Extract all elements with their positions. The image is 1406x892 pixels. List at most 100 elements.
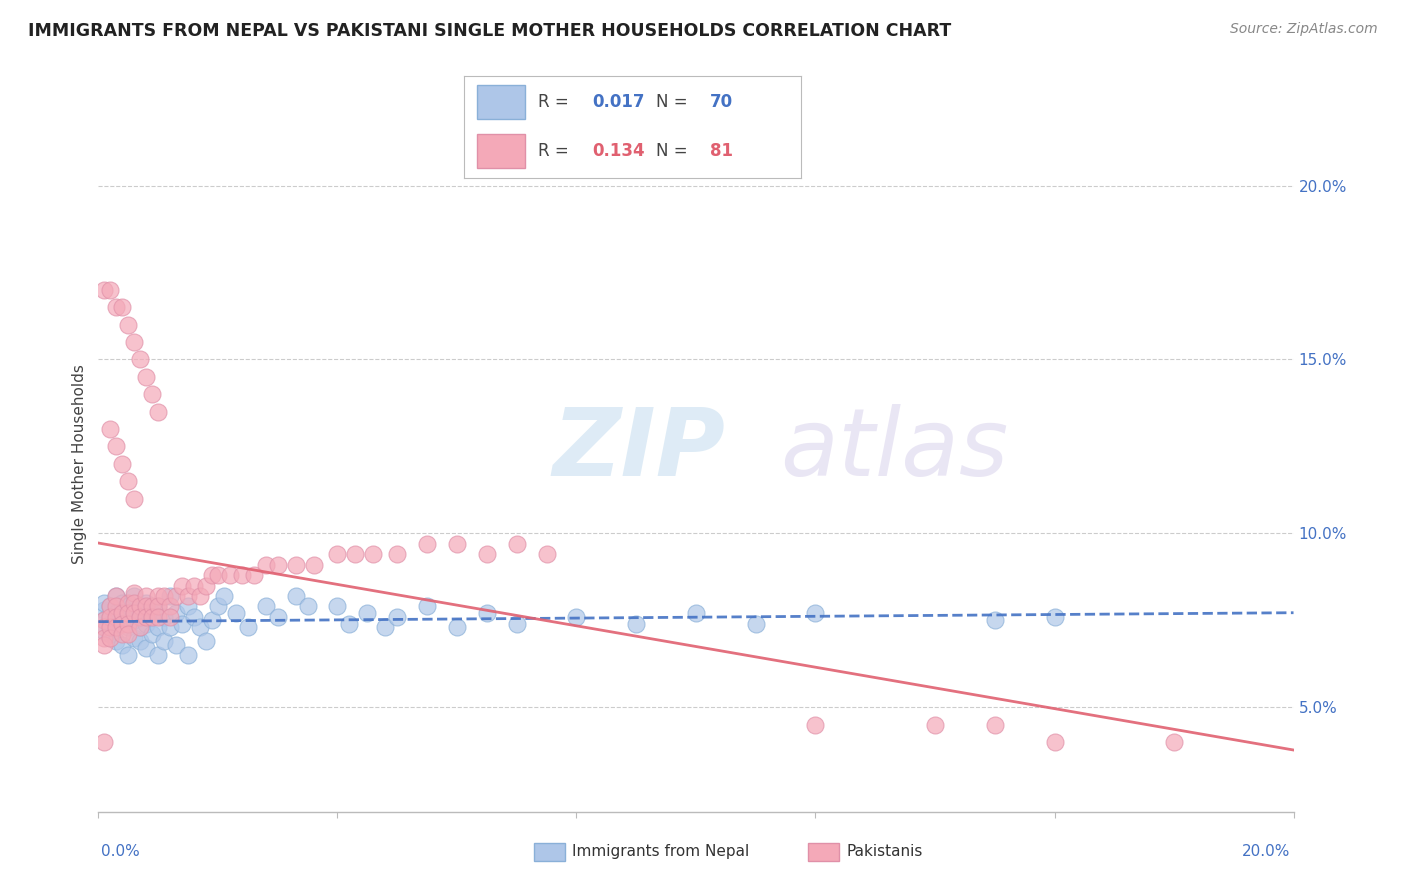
Text: R =: R = xyxy=(538,93,574,111)
Point xyxy=(983,614,1005,628)
Point xyxy=(201,614,224,628)
Point xyxy=(98,599,122,614)
Point xyxy=(135,616,157,631)
Point xyxy=(363,547,385,561)
Point xyxy=(129,610,152,624)
Text: 70: 70 xyxy=(710,93,734,111)
Point xyxy=(983,717,1005,731)
Point xyxy=(148,404,170,418)
Point xyxy=(117,607,139,621)
Point xyxy=(446,537,468,551)
Point xyxy=(117,475,139,489)
Point xyxy=(93,603,115,617)
Point xyxy=(165,589,187,603)
Point xyxy=(105,300,128,315)
Point xyxy=(506,616,529,631)
Text: 0.0%: 0.0% xyxy=(101,845,141,859)
Point xyxy=(148,648,170,662)
Point xyxy=(98,631,122,645)
Point xyxy=(194,578,218,592)
Point xyxy=(624,616,647,631)
Point xyxy=(219,568,242,582)
Point xyxy=(135,369,157,384)
Point xyxy=(385,547,409,561)
Point xyxy=(117,596,139,610)
Text: N =: N = xyxy=(657,142,693,161)
Point xyxy=(98,283,122,297)
Point xyxy=(326,547,349,561)
Point xyxy=(124,491,146,506)
Point xyxy=(231,568,253,582)
Point xyxy=(1043,735,1066,749)
Text: 20.0%: 20.0% xyxy=(1243,845,1291,859)
Point xyxy=(385,610,409,624)
Point xyxy=(105,620,128,634)
Point xyxy=(536,547,558,561)
Point xyxy=(141,387,163,401)
Point xyxy=(98,610,122,624)
Point xyxy=(105,610,128,624)
Point xyxy=(804,607,827,621)
Point xyxy=(267,610,290,624)
Point xyxy=(98,610,122,624)
Point xyxy=(117,627,139,641)
Point xyxy=(183,578,205,592)
Point xyxy=(141,607,163,621)
Point xyxy=(165,638,187,652)
Point xyxy=(117,318,139,332)
Point xyxy=(111,614,134,628)
Point xyxy=(148,589,170,603)
Point xyxy=(153,634,176,648)
Point xyxy=(117,599,139,614)
Point xyxy=(804,717,827,731)
Point xyxy=(129,599,152,614)
Point xyxy=(1043,610,1066,624)
Point xyxy=(183,610,205,624)
Point xyxy=(129,620,152,634)
Point xyxy=(105,634,128,648)
Point xyxy=(135,596,157,610)
Text: Pakistanis: Pakistanis xyxy=(846,845,922,859)
Point xyxy=(105,599,128,614)
Point xyxy=(93,283,115,297)
Point xyxy=(117,620,139,634)
Point xyxy=(194,634,218,648)
Point xyxy=(254,599,277,614)
Point xyxy=(159,620,181,634)
Point xyxy=(105,589,128,603)
Point xyxy=(284,558,307,572)
Point xyxy=(129,610,152,624)
Point xyxy=(117,607,139,621)
Point xyxy=(177,589,200,603)
Point xyxy=(565,610,588,624)
Point xyxy=(93,596,115,610)
Point xyxy=(148,599,170,614)
Point xyxy=(124,585,146,599)
Point xyxy=(188,589,211,603)
Point xyxy=(93,624,115,638)
Point xyxy=(446,620,468,634)
Point xyxy=(302,558,325,572)
Text: 81: 81 xyxy=(710,142,734,161)
Point xyxy=(356,607,378,621)
Point xyxy=(124,614,146,628)
Point xyxy=(159,599,181,614)
Point xyxy=(117,616,139,631)
Point xyxy=(326,599,349,614)
Point xyxy=(111,596,134,610)
Point xyxy=(236,620,259,634)
Point xyxy=(124,631,146,645)
Point xyxy=(924,717,946,731)
Point xyxy=(98,599,122,614)
Point xyxy=(129,352,152,367)
Point xyxy=(685,607,707,621)
Point xyxy=(153,610,176,624)
Point xyxy=(135,589,157,603)
Point xyxy=(135,599,157,614)
Point xyxy=(159,589,181,603)
Text: R =: R = xyxy=(538,142,574,161)
Point xyxy=(141,599,163,614)
Point xyxy=(1163,735,1185,749)
Text: Immigrants from Nepal: Immigrants from Nepal xyxy=(572,845,749,859)
Point xyxy=(105,620,128,634)
